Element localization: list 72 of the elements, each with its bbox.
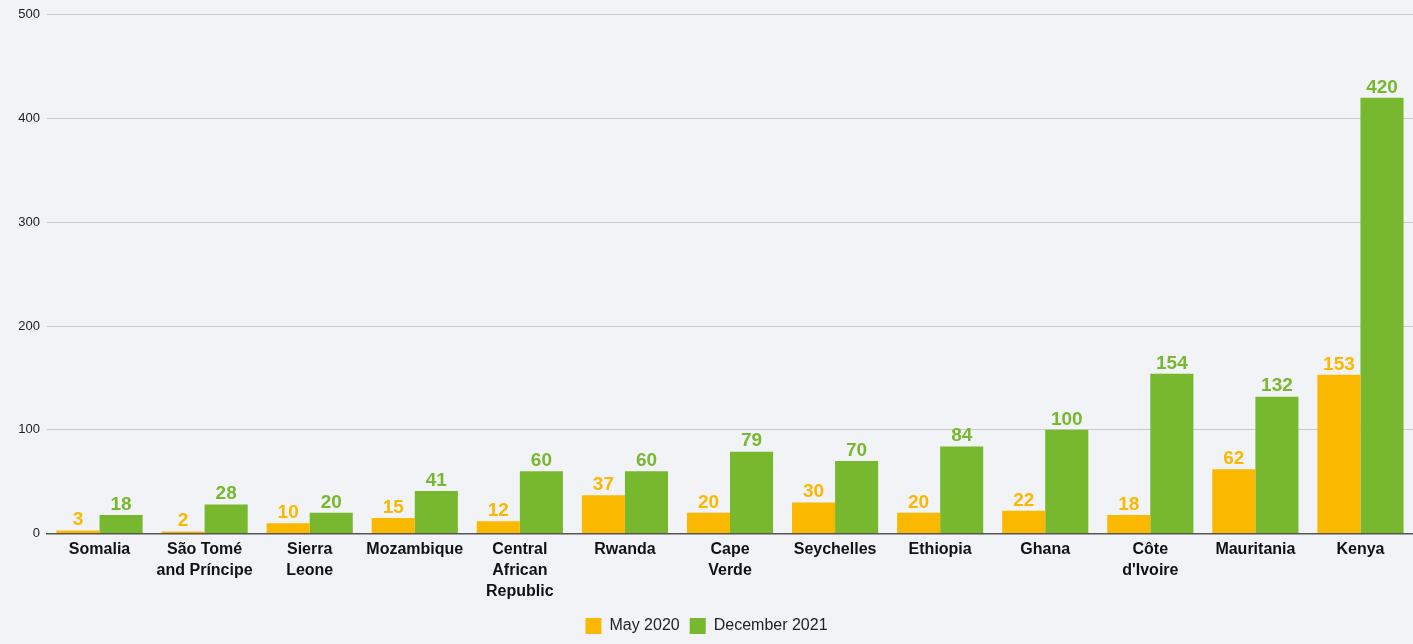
x-tick-label: Central African Republic xyxy=(486,540,554,600)
legend-label: May 2020 xyxy=(609,616,680,634)
data-label: 22 xyxy=(1013,488,1035,510)
data-label: 62 xyxy=(1223,447,1245,468)
x-tick-label: Rwanda xyxy=(594,540,656,558)
x-tick-label: Ghana xyxy=(1020,540,1071,558)
data-label: 60 xyxy=(530,449,552,471)
bar xyxy=(476,521,520,534)
data-label: 20 xyxy=(908,490,930,512)
legend-label: December 2021 xyxy=(713,616,828,634)
data-label: 132 xyxy=(1261,374,1293,396)
data-label: 420 xyxy=(1366,75,1398,97)
data-label: 15 xyxy=(382,495,405,517)
data-label: 20 xyxy=(697,490,720,512)
data-label: 153 xyxy=(1323,352,1355,374)
y-tick-label: 0 xyxy=(32,525,40,541)
data-label: 41 xyxy=(425,468,448,490)
bar xyxy=(1317,374,1361,534)
data-label: 2 xyxy=(177,509,189,531)
bar xyxy=(581,495,625,534)
bar xyxy=(371,518,415,534)
bar xyxy=(266,523,310,534)
bar xyxy=(730,451,774,534)
x-tick-label: Ethiopia xyxy=(908,540,972,558)
data-label: 18 xyxy=(1118,492,1140,514)
bar xyxy=(1107,514,1151,534)
data-label: 12 xyxy=(487,498,509,520)
data-label: 100 xyxy=(1050,407,1083,429)
bar xyxy=(897,512,941,534)
bar xyxy=(414,491,458,534)
bar xyxy=(1045,429,1089,534)
data-label: 20 xyxy=(320,490,342,512)
data-label: 18 xyxy=(110,492,132,514)
bar xyxy=(686,512,730,534)
bar xyxy=(204,504,248,534)
y-tick-label: 400 xyxy=(18,110,40,126)
bar xyxy=(1255,396,1299,534)
data-label: 84 xyxy=(951,424,973,446)
bar xyxy=(1360,97,1404,534)
data-label: 154 xyxy=(1156,351,1189,373)
y-tick-label: 300 xyxy=(18,213,40,229)
y-tick-label: 500 xyxy=(18,6,40,22)
bar xyxy=(1002,510,1046,534)
bar xyxy=(309,512,353,534)
data-label: 79 xyxy=(740,429,763,451)
bar xyxy=(56,530,100,534)
x-tick-label: Mauritania xyxy=(1215,540,1296,558)
bar xyxy=(99,514,143,534)
data-label: 60 xyxy=(635,449,658,471)
y-tick-label: 100 xyxy=(18,421,40,437)
data-label: 3 xyxy=(72,508,84,530)
bar xyxy=(940,446,984,534)
bar xyxy=(792,502,836,534)
bar xyxy=(835,460,879,534)
x-tick-label: Sierra Leone xyxy=(286,540,334,579)
bar xyxy=(624,471,669,534)
data-label: 28 xyxy=(215,482,237,504)
bar xyxy=(1150,373,1194,534)
x-tick-label: Côte d'Ivoire xyxy=(1122,540,1179,579)
data-label: 10 xyxy=(277,500,299,522)
x-tick-label: Cape Verde xyxy=(708,540,752,579)
data-label: 70 xyxy=(846,438,868,460)
data-label: 37 xyxy=(592,472,614,494)
bar xyxy=(1212,469,1256,534)
x-tick-label: Seychelles xyxy=(793,540,877,558)
x-tick-label: Mozambique xyxy=(366,540,464,558)
x-tick-label: Somalia xyxy=(68,540,131,558)
data-label: 30 xyxy=(802,480,825,502)
x-tick-label: São Tomé and Príncipe xyxy=(156,540,253,579)
x-tick-label: Kenya xyxy=(1336,540,1385,558)
y-tick-label: 200 xyxy=(18,317,40,333)
bar xyxy=(519,471,563,534)
